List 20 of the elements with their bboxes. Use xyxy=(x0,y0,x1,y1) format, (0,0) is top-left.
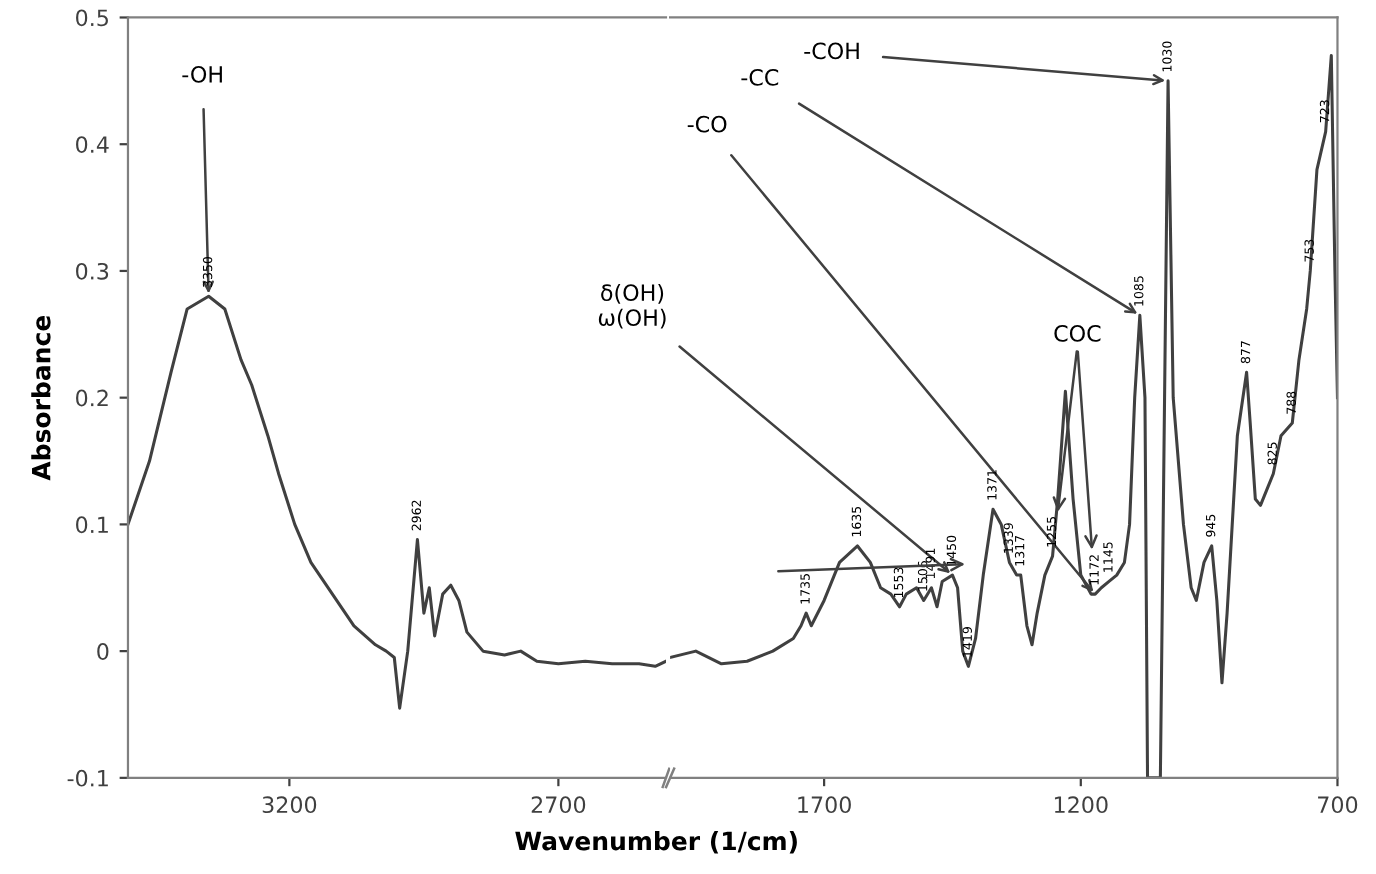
annotation: -OH xyxy=(182,65,222,83)
y-tick-label: 0.4 xyxy=(76,136,109,153)
y-tick-label: 0 xyxy=(97,643,109,660)
y-tick-label: 0.3 xyxy=(76,262,109,280)
y-tick-label: 0.2 xyxy=(76,389,108,407)
x-tick-label: 2700 xyxy=(531,796,586,814)
y-tick-label: -0.1 xyxy=(67,769,108,787)
annotation: COC xyxy=(1054,324,1101,342)
y-tick-label: 0.5 xyxy=(76,9,108,27)
annotation: -CO xyxy=(687,115,727,133)
annotation: -CC xyxy=(741,68,779,86)
y-tick-label: 0.1 xyxy=(76,516,108,534)
x-tick-label: 3200 xyxy=(262,796,317,814)
annotation: -COH xyxy=(804,42,859,60)
x-tick-label: 1700 xyxy=(798,796,851,814)
y-axis-title: Absorbance xyxy=(31,315,51,481)
annotation: δ(OH) ω(OH) xyxy=(598,283,666,329)
x-tick-label: 1200 xyxy=(1054,796,1108,814)
x-tick-label: 700 xyxy=(1318,796,1358,814)
x-axis-title: Wavenumber (1/cm) xyxy=(515,831,797,854)
